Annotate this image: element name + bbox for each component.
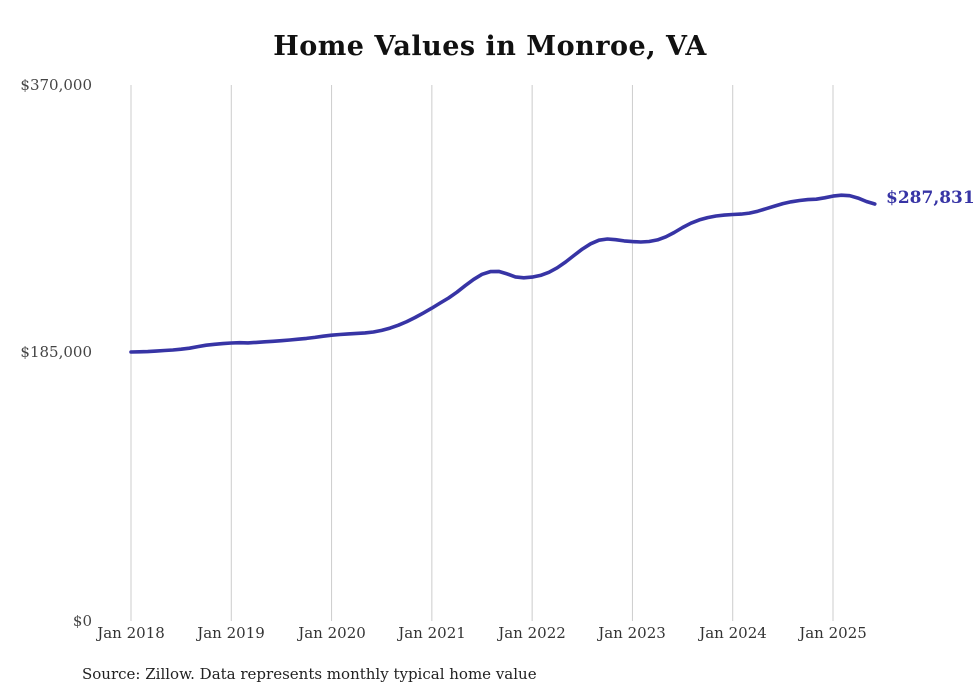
x-axis-label-2022: Jan 2022 <box>498 624 566 642</box>
x-axis-label-2018: Jan 2018 <box>97 624 165 642</box>
y-axis-label-0: $0 <box>72 612 92 630</box>
y-axis-label-185000: $185,000 <box>20 343 92 361</box>
x-axis-label-2025: Jan 2025 <box>799 624 867 642</box>
end-value-label: $287,831 <box>886 188 975 208</box>
source-note: Source: Zillow. Data represents monthly … <box>82 665 537 683</box>
gridlines <box>130 85 834 621</box>
x-axis-label-2023: Jan 2023 <box>598 624 666 642</box>
x-axis-label-2024: Jan 2024 <box>699 624 767 642</box>
x-axis-label-2019: Jan 2019 <box>197 624 265 642</box>
price-line <box>129 193 877 354</box>
x-axis-label-2020: Jan 2020 <box>298 624 366 642</box>
chart-title: Home Values in Monroe, VA <box>273 31 707 62</box>
y-axis-label-370000: $370,000 <box>20 76 92 94</box>
x-axis-label-2021: Jan 2021 <box>398 624 466 642</box>
